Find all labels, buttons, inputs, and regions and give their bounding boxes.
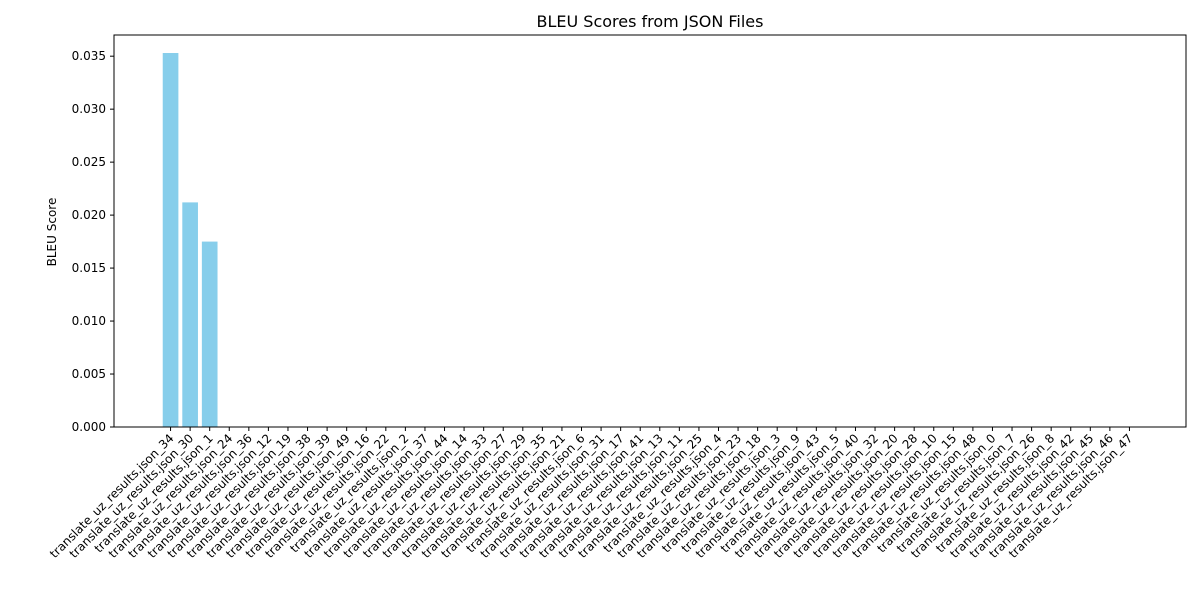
chart-title: BLEU Scores from JSON Files	[537, 12, 764, 31]
y-tick-label: 0.035	[72, 49, 106, 63]
x-axis-ticks: translate_uz_results.json_34translate_uz…	[47, 427, 1136, 561]
bar	[201, 241, 218, 427]
y-axis-label: BLEU Score	[45, 198, 59, 267]
bar	[182, 202, 198, 427]
plot-frame	[113, 34, 1187, 428]
bar	[162, 53, 179, 427]
y-tick-label: 0.015	[72, 261, 106, 275]
y-tick-label: 0.000	[72, 420, 106, 434]
y-tick-label: 0.030	[72, 102, 106, 116]
y-tick-label: 0.020	[72, 208, 106, 222]
y-tick-label: 0.005	[72, 367, 106, 381]
y-tick-label: 0.010	[72, 314, 106, 328]
y-tick-label: 0.025	[72, 155, 106, 169]
bars-layer	[162, 53, 218, 427]
y-axis-ticks: 0.000 0.005 0.010 0.015 0.020 0.025 0.030 0.035	[72, 49, 114, 434]
